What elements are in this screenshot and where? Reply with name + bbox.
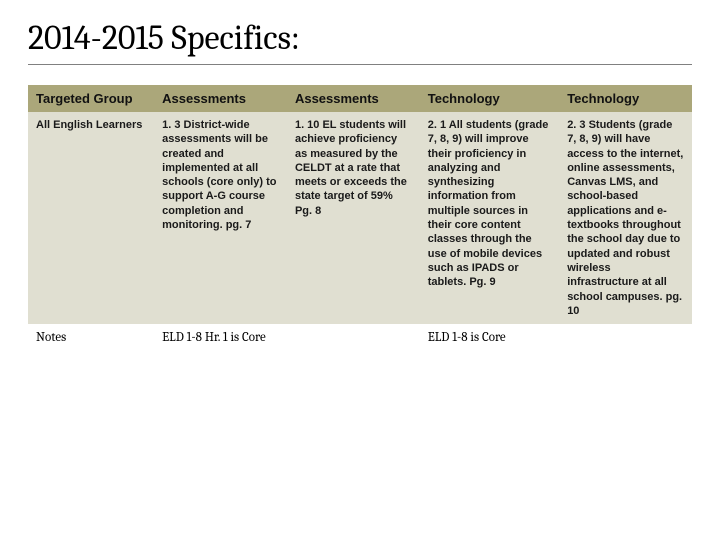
col-header-assessments-1: Assessments [154,85,287,112]
table-header-row: Targeted Group Assessments Assessments T… [28,85,692,112]
table-cell: 2. 1 All students (grade 7, 8, 9) will i… [420,112,559,324]
table-row: All English Learners1. 3 District-wide a… [28,112,692,324]
col-header-technology-2: Technology [559,85,692,112]
table-cell: Notes [28,324,154,353]
specifics-table: Targeted Group Assessments Assessments T… [28,85,692,353]
table-cell: 1. 10 EL students will achieve proficien… [287,112,420,324]
table-cell: 2. 3 Students (grade 7, 8, 9) will have … [559,112,692,324]
table-cell: 1. 3 District-wide assessments will be c… [154,112,287,324]
table-row: NotesELD 1-8 Hr. 1 is Core ELD 1-8 is Cor… [28,324,692,353]
table-cell: ELD 1-8 Hr. 1 is Core [154,324,287,353]
table-cell: All English Learners [28,112,154,324]
page-title: 2014-2015 Specifics: [28,18,692,65]
table-cell [287,324,420,353]
col-header-targeted-group: Targeted Group [28,85,154,112]
col-header-technology-1: Technology [420,85,559,112]
table-cell: ELD 1-8 is Core [420,324,559,353]
col-header-assessments-2: Assessments [287,85,420,112]
table-cell [559,324,692,353]
table-body: All English Learners1. 3 District-wide a… [28,112,692,353]
